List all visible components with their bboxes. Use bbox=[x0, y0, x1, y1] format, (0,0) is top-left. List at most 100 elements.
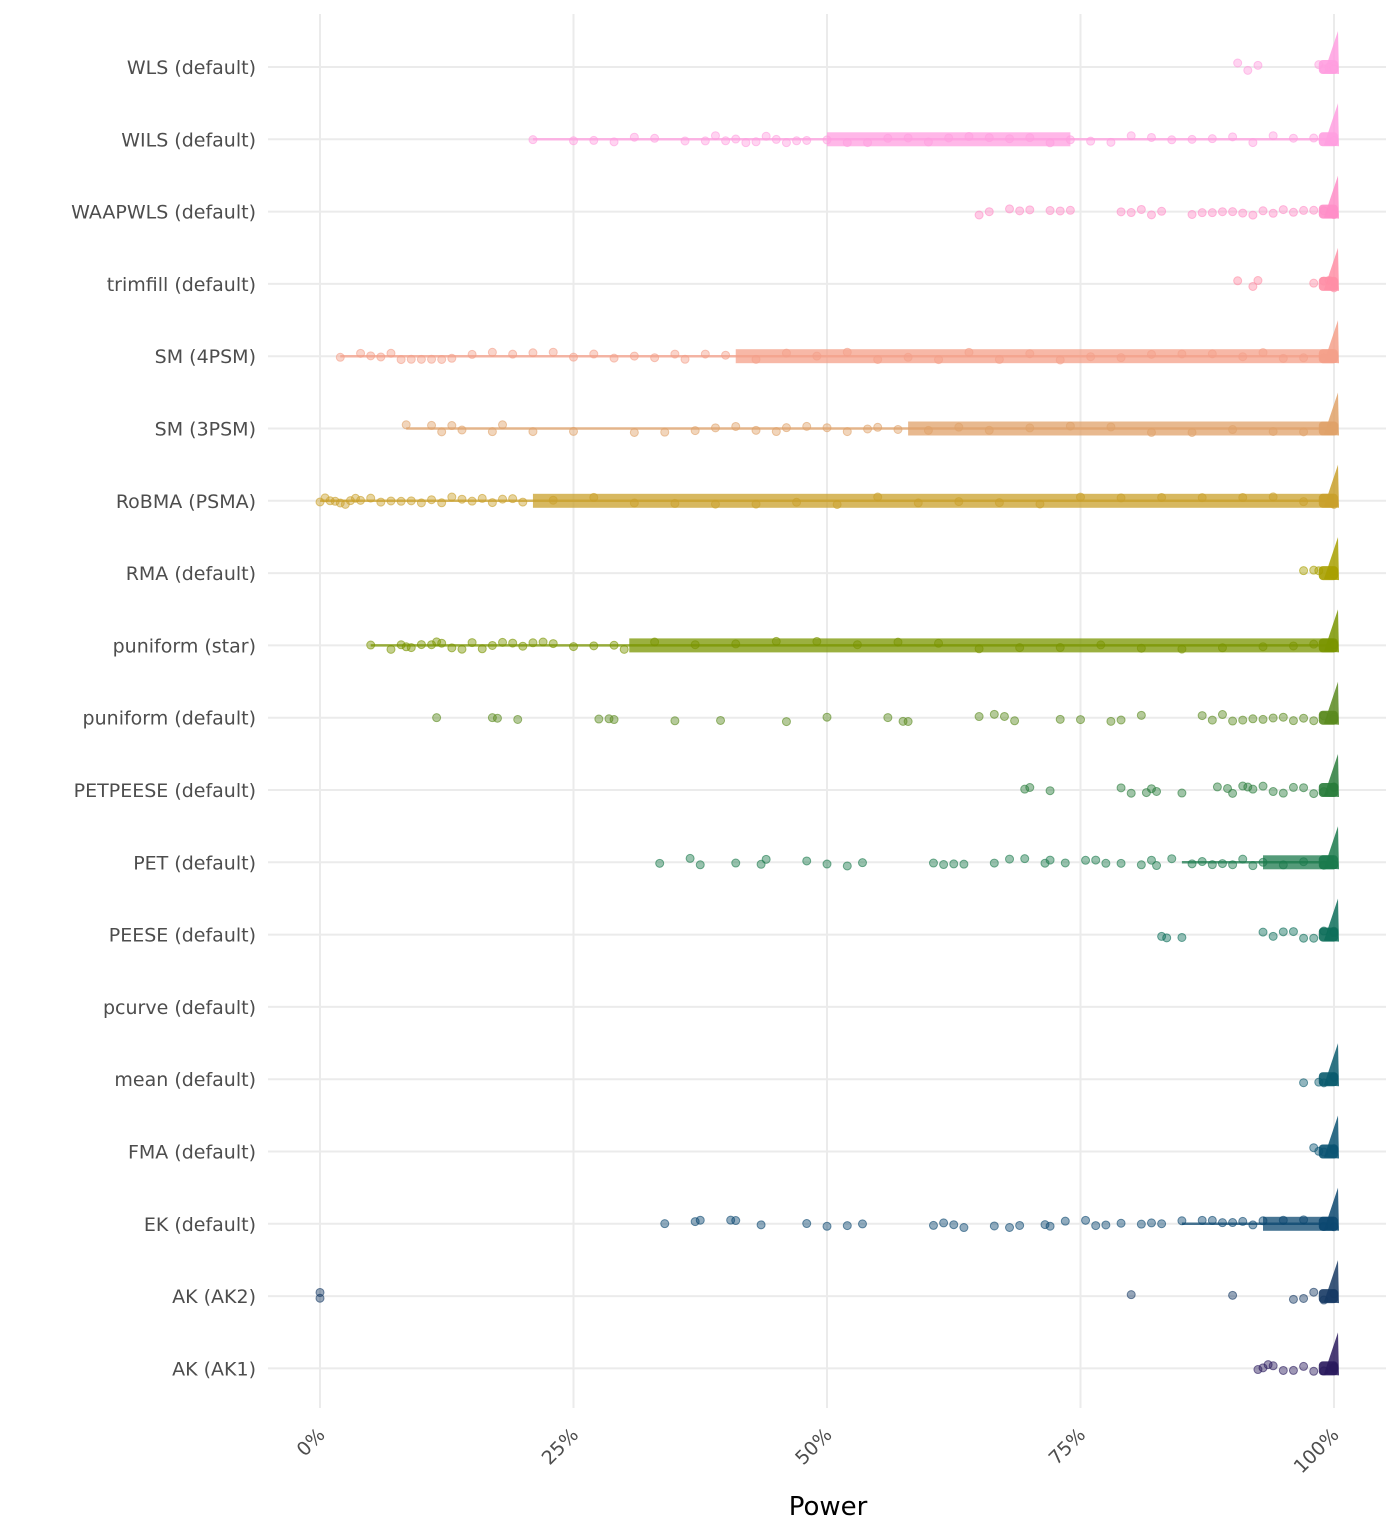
data-point bbox=[751, 499, 761, 509]
data-point bbox=[487, 640, 497, 650]
data-point bbox=[781, 423, 791, 433]
data-point bbox=[751, 425, 761, 435]
series-density-band bbox=[908, 421, 1334, 436]
data-point bbox=[1020, 784, 1030, 794]
data-point bbox=[1020, 854, 1030, 864]
data-point bbox=[548, 495, 558, 505]
data-point bbox=[1278, 1365, 1288, 1375]
data-point bbox=[569, 352, 578, 362]
data-point bbox=[1248, 784, 1258, 794]
data-point bbox=[1309, 933, 1319, 943]
x-tick-label: 25% bbox=[538, 1424, 583, 1469]
data-point bbox=[406, 496, 416, 506]
data-point bbox=[1005, 204, 1015, 214]
data-point bbox=[1136, 710, 1146, 720]
series-density-cap bbox=[1318, 783, 1338, 797]
data-point bbox=[1268, 426, 1278, 436]
data-point bbox=[1228, 716, 1238, 726]
data-point bbox=[1091, 1221, 1101, 1231]
data-point bbox=[508, 638, 518, 648]
data-point bbox=[751, 354, 761, 364]
data-point bbox=[1288, 641, 1298, 651]
data-point bbox=[863, 138, 873, 148]
data-point bbox=[1329, 61, 1339, 71]
data-point bbox=[1309, 716, 1319, 726]
data-point bbox=[1101, 1220, 1111, 1230]
data-point bbox=[695, 860, 705, 870]
data-point bbox=[1299, 933, 1309, 943]
data-point bbox=[1299, 783, 1309, 793]
data-point bbox=[781, 138, 791, 148]
series-group bbox=[315, 464, 1339, 509]
series-density-cap bbox=[1318, 60, 1338, 74]
data-point bbox=[1157, 206, 1167, 216]
series-group bbox=[974, 175, 1339, 220]
series-density-band bbox=[532, 493, 1334, 508]
data-point bbox=[1288, 207, 1298, 217]
data-point bbox=[437, 354, 447, 364]
series-density-cap bbox=[1318, 493, 1338, 508]
data-point bbox=[356, 495, 366, 505]
data-point bbox=[756, 1220, 766, 1230]
data-point bbox=[1101, 858, 1111, 868]
row-label: PETPEESE (default) bbox=[74, 780, 256, 802]
data-point bbox=[487, 498, 497, 508]
data-point bbox=[416, 498, 426, 508]
data-point bbox=[1309, 278, 1319, 288]
data-point bbox=[427, 640, 437, 650]
chart-marks bbox=[315, 31, 1339, 1376]
data-point bbox=[1091, 855, 1101, 865]
data-point bbox=[518, 641, 528, 651]
data-point bbox=[609, 715, 619, 725]
row-label: pcurve (default) bbox=[103, 997, 256, 1019]
data-point bbox=[822, 423, 832, 433]
series-group bbox=[1233, 31, 1339, 75]
data-point bbox=[1299, 427, 1309, 437]
data-point bbox=[1207, 208, 1217, 218]
data-point bbox=[974, 712, 984, 722]
data-point bbox=[1329, 712, 1339, 722]
data-point bbox=[1086, 136, 1096, 146]
data-point bbox=[1126, 208, 1136, 218]
data-point bbox=[690, 1217, 700, 1227]
row-label: WILS (default) bbox=[121, 129, 256, 151]
data-point bbox=[1197, 208, 1207, 218]
data-point bbox=[432, 713, 442, 723]
data-point bbox=[629, 132, 639, 142]
data-point bbox=[1329, 640, 1339, 650]
row-labels: WLS (default) WILS (default) WAAPWLS (defa… bbox=[71, 57, 256, 1380]
data-point bbox=[1319, 787, 1329, 797]
data-point bbox=[1126, 131, 1136, 141]
series-density-cap bbox=[1318, 1289, 1338, 1304]
data-point bbox=[1319, 206, 1329, 216]
data-point bbox=[1005, 854, 1015, 864]
data-point bbox=[406, 643, 416, 653]
series-group bbox=[660, 1187, 1339, 1233]
data-point bbox=[1299, 1293, 1309, 1303]
data-point bbox=[1258, 714, 1268, 724]
data-point bbox=[680, 136, 690, 146]
data-point bbox=[619, 644, 629, 654]
data-point bbox=[1157, 1219, 1167, 1229]
data-point bbox=[822, 1221, 832, 1231]
data-point bbox=[1319, 1078, 1329, 1088]
data-point bbox=[437, 427, 447, 437]
row-label: AK (AK2) bbox=[172, 1286, 256, 1308]
data-point bbox=[1025, 423, 1035, 433]
data-point bbox=[315, 1293, 325, 1303]
data-point bbox=[487, 347, 497, 357]
data-point bbox=[447, 492, 457, 502]
data-point bbox=[842, 861, 852, 871]
x-tick-label: 50% bbox=[791, 1424, 836, 1469]
data-point bbox=[1268, 931, 1278, 941]
data-point bbox=[1278, 788, 1288, 798]
data-point bbox=[700, 136, 710, 146]
data-point bbox=[1207, 134, 1217, 144]
data-point bbox=[690, 426, 700, 436]
data-point bbox=[1015, 206, 1025, 216]
data-point bbox=[1106, 422, 1116, 432]
data-point bbox=[913, 498, 923, 508]
data-point bbox=[670, 716, 680, 726]
series-density-cap bbox=[1318, 927, 1338, 942]
row-label: WAAPWLS (default) bbox=[71, 202, 256, 224]
